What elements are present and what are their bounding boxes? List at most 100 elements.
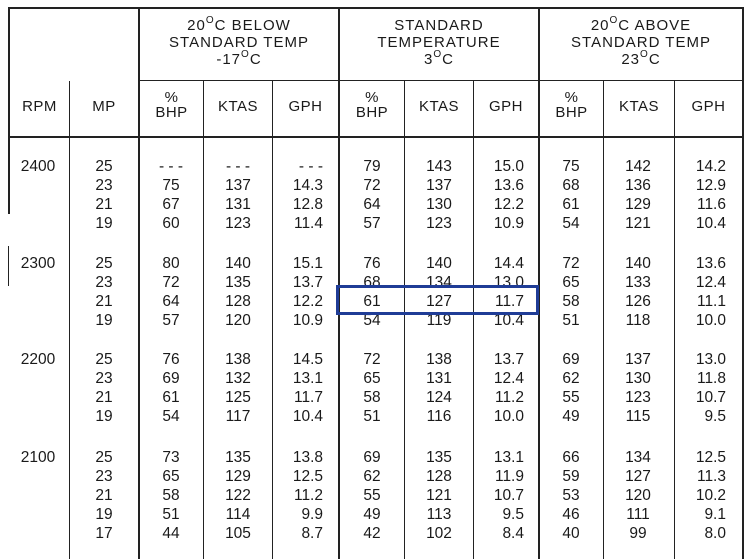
cell-a-gph: 11.3 xyxy=(696,468,726,485)
group-header-standard: STANDARD TEMPERATURE 3OC xyxy=(377,17,501,68)
cell-b-ktas: 140 xyxy=(225,255,251,272)
cell-b-ktas: 132 xyxy=(225,370,251,387)
cell-s-bhp: 64 xyxy=(363,196,381,213)
cell-b-gph: 15.1 xyxy=(292,255,323,272)
mp-value: 25 xyxy=(95,158,113,175)
cell-s-bhp: 42 xyxy=(363,525,381,542)
cell-b-gph: 9.9 xyxy=(301,506,323,523)
cell-s-bhp: 65 xyxy=(363,370,381,387)
cell-s-ktas: 116 xyxy=(426,408,452,425)
mp-value: 21 xyxy=(95,196,113,213)
cell-b-bhp: 65 xyxy=(162,468,180,485)
column-header-above-gph: GPH xyxy=(691,98,726,115)
cell-b-bhp: 64 xyxy=(162,293,180,310)
cell-s-bhp: 57 xyxy=(363,215,381,232)
cell-a-gph: 9.1 xyxy=(704,506,726,523)
cell-a-gph: 12.4 xyxy=(695,274,726,291)
cell-a-gph: 12.5 xyxy=(695,449,726,466)
cell-a-gph: 10.4 xyxy=(695,215,726,232)
cell-a-bhp: 69 xyxy=(562,351,580,368)
table-right-border xyxy=(742,7,744,559)
cell-b-bhp: 80 xyxy=(162,255,180,272)
rpm-value: 2300 xyxy=(20,255,56,272)
cell-a-bhp: 75 xyxy=(562,158,580,175)
cell-b-bhp: 44 xyxy=(162,525,180,542)
cell-a-bhp: 55 xyxy=(562,389,580,406)
rpm-value: 2100 xyxy=(20,449,56,466)
group-header-divider xyxy=(138,80,744,81)
cell-b-ktas: 138 xyxy=(225,351,251,368)
cell-s-gph: 10.0 xyxy=(493,408,524,425)
cell-a-ktas: 129 xyxy=(625,196,651,213)
column-header-std-bhp: % BHP xyxy=(355,89,389,121)
cell-b-ktas: 135 xyxy=(225,274,251,291)
cell-b-gph: 13.7 xyxy=(292,274,323,291)
mp-value: 25 xyxy=(95,351,113,368)
cell-a-bhp: 58 xyxy=(562,293,580,310)
cell-s-ktas: 113 xyxy=(426,506,452,523)
cell-a-bhp: 51 xyxy=(562,312,580,329)
mp-value: 23 xyxy=(95,177,113,194)
cell-a-ktas: 133 xyxy=(625,274,651,291)
cell-s-ktas: 124 xyxy=(426,389,452,406)
group-right-divider xyxy=(538,7,540,559)
cell-a-bhp: 46 xyxy=(562,506,580,523)
below-bhp-divider xyxy=(203,81,204,559)
cell-b-gph: 11.7 xyxy=(293,389,323,406)
cell-b-bhp: 54 xyxy=(162,408,180,425)
cell-s-ktas: 137 xyxy=(426,177,452,194)
cell-s-gph: 13.7 xyxy=(493,351,524,368)
column-header-below-gph: GPH xyxy=(288,98,323,115)
cell-b-bhp: 60 xyxy=(162,215,180,232)
group-left-divider xyxy=(138,7,140,559)
cell-s-ktas: 130 xyxy=(426,196,452,213)
cell-s-gph: 11.7 xyxy=(494,293,524,310)
cell-b-bhp: - - - xyxy=(158,158,184,175)
mp-value: 25 xyxy=(95,255,113,272)
cell-s-ktas: 119 xyxy=(426,312,452,329)
cell-b-bhp: 57 xyxy=(162,312,180,329)
group-header-above: 20OC ABOVE STANDARD TEMP 23OC xyxy=(571,15,711,69)
cell-b-gph: 12.5 xyxy=(292,468,323,485)
cell-b-ktas: 125 xyxy=(225,389,251,406)
column-header-above-bhp: % BHP xyxy=(555,89,588,121)
cell-a-bhp: 61 xyxy=(562,196,580,213)
column-header-below-bhp: % BHP xyxy=(155,89,188,121)
cell-a-gph: 11.1 xyxy=(696,293,726,310)
cell-s-ktas: 140 xyxy=(426,255,452,272)
cell-s-gph: 15.0 xyxy=(493,158,524,175)
cell-s-gph: 12.2 xyxy=(493,196,524,213)
cell-b-gph: 12.8 xyxy=(292,196,323,213)
cell-b-bhp: 72 xyxy=(162,274,180,291)
cell-a-gph: 13.6 xyxy=(695,255,726,272)
highlight-box xyxy=(336,285,539,315)
group-header-below: 20OC BELOW STANDARD TEMP -17OC xyxy=(169,15,309,69)
cell-b-gph: 10.9 xyxy=(292,312,323,329)
cell-a-gph: 11.8 xyxy=(696,370,726,387)
cell-b-bhp: 67 xyxy=(162,196,180,213)
cell-a-bhp: 54 xyxy=(562,215,580,232)
cell-a-ktas: 140 xyxy=(625,255,651,272)
rpm-value: 2200 xyxy=(20,351,56,368)
cell-b-ktas: 135 xyxy=(225,449,251,466)
mp-value: 19 xyxy=(95,506,113,523)
cell-s-bhp: 49 xyxy=(363,506,381,523)
cell-b-bhp: 69 xyxy=(162,370,180,387)
mp-value: 23 xyxy=(95,274,113,291)
cell-s-ktas: 135 xyxy=(426,449,452,466)
cell-b-bhp: 51 xyxy=(162,506,180,523)
cell-b-ktas: 120 xyxy=(225,312,251,329)
column-header-rpm: RPM xyxy=(22,98,57,115)
cell-a-gph: 14.2 xyxy=(695,158,726,175)
cell-b-ktas: 122 xyxy=(225,487,251,504)
cell-s-bhp: 76 xyxy=(363,255,381,272)
table-left-border-lower xyxy=(8,246,9,286)
cell-b-ktas: 117 xyxy=(225,408,251,425)
cell-a-ktas: 142 xyxy=(625,158,651,175)
cell-a-bhp: 68 xyxy=(562,177,580,194)
cell-a-gph: 8.0 xyxy=(704,525,726,542)
cell-b-bhp: 58 xyxy=(162,487,180,504)
cell-b-ktas: 128 xyxy=(225,293,251,310)
cell-a-bhp: 65 xyxy=(562,274,580,291)
